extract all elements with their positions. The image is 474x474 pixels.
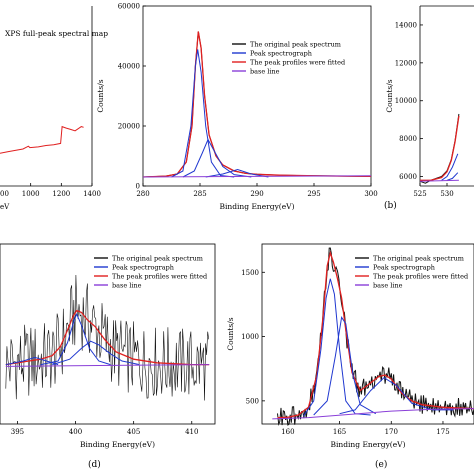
panel-d-legend-entry: base line	[112, 282, 142, 290]
panel-e-legend-entry: The peak profiles were fitted	[373, 273, 468, 281]
panel-c-y-tick-label: 12000	[395, 59, 417, 67]
series-line-full-spectrum	[0, 125, 84, 154]
series-line-peak-spectrograph-2	[52, 340, 140, 366]
panel-b-legend-entry: base line	[250, 68, 280, 76]
series-line-peak-spectrograph-3	[5, 356, 59, 366]
panel-e-legend-entry: The original peak spectrum	[373, 255, 464, 263]
series-line-peak-spectrograph-2	[441, 153, 459, 181]
panel-d-caption: (d)	[88, 459, 101, 470]
panel-c-x-tick-label: 525	[413, 190, 426, 198]
panel-b-x-tick-label: 300	[364, 190, 377, 198]
panel-b-y-axis-label: Counts/s	[96, 79, 105, 112]
panel-d-legend-entry: Peak spectrograph	[112, 264, 174, 272]
panel-b-x-axis-label: Binding Energy(eV)	[219, 202, 294, 211]
panel-a-xps-full-spectrum: XPS full-peak spectral map 1000 1200 1400 00…	[0, 6, 108, 211]
panel-a-x-tick-label: 1400	[83, 190, 101, 198]
series-line-peak-spectrograph-2	[171, 49, 235, 178]
panel-d-legend-entry: The original peak spectrum	[112, 255, 203, 263]
panel-e-y-tick-label: 1500	[241, 269, 259, 277]
series-line-base-line-5	[272, 408, 474, 420]
panel-a-x-axis-label: eV	[0, 203, 10, 211]
series-line-peak-spectrograph-4	[339, 377, 454, 415]
panel-b-frame	[142, 5, 372, 187]
panel-e-x-tick-label: 165	[333, 428, 346, 436]
panel-d-x-tick-label: 410	[185, 428, 198, 436]
panel-c-y-tick-label: 8000	[399, 135, 417, 143]
series-line-peak-spectrograph-2	[302, 278, 371, 417]
series-line-the-peak-profiles-were-fitted-0	[5, 309, 210, 366]
panel-e-s2p-spectrum: 160 165 170 175 500 1000 1500 Binding Energy(eV…	[226, 243, 474, 470]
panel-d-n1s-spectrum: 395 400 405 410 Binding Energy(eV) The origin…	[0, 243, 216, 470]
panel-b-y-tick-label: 60000	[118, 3, 140, 11]
panel-b-y-tick-label: 0	[136, 183, 140, 191]
series-line-peak-spectrograph-1	[40, 312, 111, 366]
panel-d-legend-entry: The peak profiles were fitted	[112, 273, 207, 281]
panel-d-x-axis-label: Binding Energy(eV)	[80, 440, 155, 449]
panel-d-frame	[0, 243, 216, 425]
panel-b-caption: (b)	[384, 200, 397, 211]
series-line-base-line-4	[419, 179, 459, 182]
series-line-peak-spectrograph-3	[182, 138, 252, 178]
panel-e-x-axis-label: Binding Energy(eV)	[330, 440, 405, 449]
panel-c-y-tick-label: 14000	[395, 21, 417, 29]
panel-e-legend-entry: Peak spectrograph	[373, 264, 435, 272]
panel-e-legend-entry: base line	[373, 282, 403, 290]
panel-e-x-tick-label: 160	[281, 428, 294, 436]
panel-b-x-tick-label: 295	[307, 190, 320, 198]
panel-a-title: XPS full-peak spectral map	[5, 29, 108, 38]
panel-b-legend-entry: Peak spectrograph	[250, 50, 312, 58]
panel-e-frame	[261, 243, 474, 425]
panel-c-x-tick-label: 530	[440, 190, 453, 198]
panel-b-x-tick-label: 285	[193, 190, 206, 198]
panel-e-x-tick-label: 175	[436, 428, 449, 436]
panel-e-y-tick-label: 1000	[241, 333, 259, 341]
panel-c-o1s-spectrum: 525 530 6000 8000 10000 12000 14000 Counts/s	[385, 5, 474, 198]
panel-a-x-tick-label: 1000	[22, 190, 40, 198]
panel-d-x-tick-label: 405	[127, 428, 140, 436]
panel-c-y-tick-label: 6000	[399, 173, 417, 181]
series-line-the-peak-profiles-were-fitted-1	[420, 115, 460, 181]
series-line-the-peak-profiles-were-fitted-1	[142, 31, 372, 178]
panel-e-x-tick-label: 170	[385, 428, 398, 436]
panel-e-caption: (e)	[375, 459, 387, 470]
panel-b-y-tick-label: 20000	[118, 123, 140, 131]
panel-a-x-tick-label-partial: 00	[0, 190, 9, 198]
panel-e-y-axis-label: Counts/s	[226, 317, 235, 350]
series-line-base-line-5	[142, 175, 372, 178]
panel-c-y-tick-label: 10000	[395, 97, 417, 105]
panel-b-y-tick-label: 40000	[118, 63, 140, 71]
panel-b-c1s-spectrum: 280 285 290 295 300 0 20000 40000 60000 Binding E…	[96, 3, 397, 212]
panel-b-legend-entry: The peak profiles were fitted	[250, 59, 345, 67]
panel-d-x-tick-label: 400	[69, 428, 82, 436]
series-line-peak-spectrograph-4	[205, 168, 269, 178]
panel-d-x-tick-label: 395	[11, 428, 24, 436]
panel-b-legend-entry: The original peak spectrum	[250, 41, 341, 49]
panel-b-x-tick-label: 290	[250, 190, 263, 198]
series-line-the-original-peak-spectrum	[5, 274, 209, 401]
series-line-peak-spectrograph-3	[446, 172, 459, 181]
panel-e-y-tick-label: 500	[246, 397, 259, 405]
series-line-peak-spectrograph-3	[313, 315, 377, 416]
panel-b-x-tick-label: 280	[136, 190, 149, 198]
panel-c-y-axis-label: Counts/s	[385, 79, 394, 112]
series-line-base-line-4	[5, 364, 210, 367]
panel-a-x-tick-label: 1200	[52, 190, 70, 198]
